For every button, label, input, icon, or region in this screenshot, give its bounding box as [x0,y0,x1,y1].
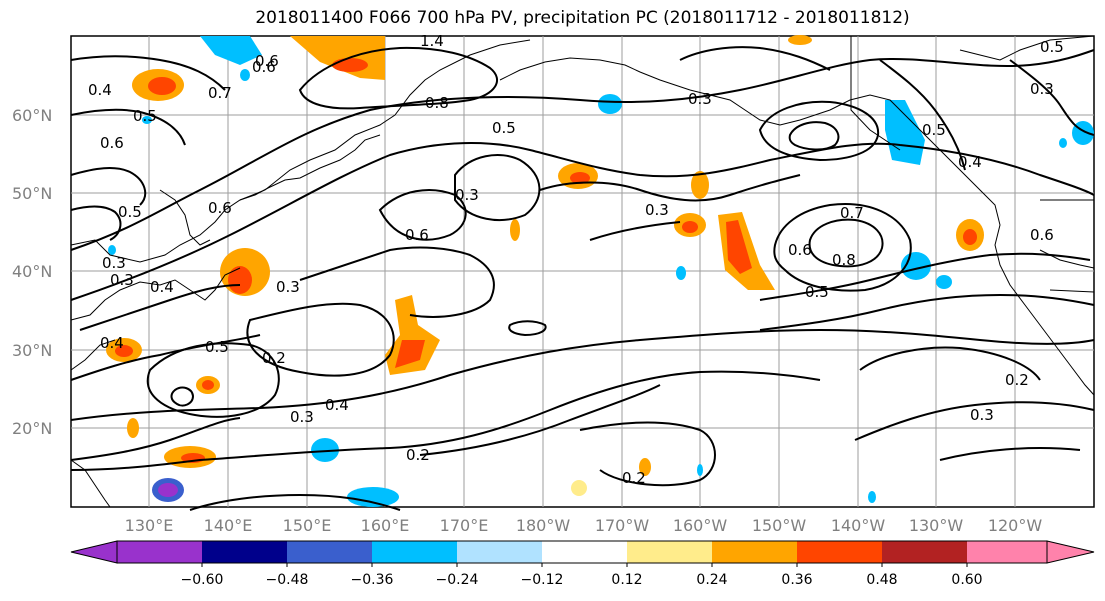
colorbar-swatch [627,541,712,563]
contour-label: 0.6 [100,134,124,152]
lat-label: 30°N [12,341,52,360]
lon-label: 170°E [440,516,489,535]
lon-label: 150°E [283,516,332,535]
pv-contours [70,46,1095,511]
lat-label: 40°N [12,262,52,281]
contour-label: 0.5 [492,119,516,137]
contour-label: 0.3 [102,254,126,272]
colorbar-extend-high [1046,540,1095,564]
contour-label: 0.6 [405,226,429,244]
contour-label: 1.4 [420,32,444,50]
contour-label: 0.5 [805,283,829,301]
contour-label: 0.6 [208,199,232,217]
contour-label: 0.2 [1005,371,1029,389]
lon-label: 130°W [909,516,964,535]
contour-label: 0.7 [208,84,232,102]
colorbar-tick-label: −0.12 [521,572,564,588]
colorbar-tick-label: −0.24 [436,572,479,588]
colorbar-tick-label: 0.48 [866,572,897,588]
contour-label: 0.8 [832,251,856,269]
contour-label: 0.3 [645,201,669,219]
contour-label: 0.5 [205,338,229,356]
colorbar-tick-label: −0.48 [266,572,309,588]
contour-label: 0.3 [455,186,479,204]
colorbar-tick-label: −0.36 [351,572,394,588]
contour-label: 0.4 [88,81,112,99]
contour-label: 0.4 [958,153,982,171]
contour-label: 0.6 [788,241,812,259]
colorbar-swatch [712,541,797,563]
contour-label: 0.5 [133,107,157,125]
lon-label: 120°W [988,516,1043,535]
lon-label: 140°W [831,516,886,535]
contour-label: 0.3 [970,406,994,424]
contour-label: 0.5 [922,121,946,139]
contour-label: 0.5 [1040,38,1064,56]
colorbar-swatch [117,541,202,563]
contour-label: 0.6 [255,52,279,70]
contour-label: 0.3 [276,278,300,296]
contour-label: 0.5 [118,203,142,221]
lat-label: 60°N [12,106,52,125]
lon-label: 150°W [752,516,807,535]
figure-title: 2018011400 F066 700 hPa PV, precipitatio… [255,8,910,28]
lat-label: 20°N [12,419,52,438]
precip-positive-shading [106,35,984,496]
colorbar-tick-label: 0.24 [696,572,727,588]
colorbar-swatch [542,541,627,563]
lat-label: 50°N [12,184,52,203]
colorbar-tick-label: 0.12 [611,572,642,588]
contour-label: 0.6 [252,58,276,76]
colorbar: −0.60 −0.48 −0.36 −0.24 −0.12 0.12 0.24 … [70,540,1095,588]
contour-label: 0.4 [325,396,349,414]
contour-label: 0.7 [840,204,864,222]
contour-label: 0.2 [262,349,286,367]
contour-label: 0.2 [406,446,430,464]
colorbar-swatch [372,541,457,563]
latitude-labels: 60°N 50°N 40°N 30°N 20°N [12,106,52,438]
colorbar-swatch [287,541,372,563]
longitude-labels: 130°E 140°E 150°E 160°E 170°E 180°W 170°… [125,516,1043,535]
colorbar-extend-low [70,540,118,564]
coastlines [70,35,1095,508]
contour-label: 0.3 [1030,80,1054,98]
colorbar-tick-label: 0.60 [951,572,982,588]
contour-label: 0.4 [100,334,124,352]
colorbar-swatch [882,541,967,563]
lon-label: 160°W [673,516,728,535]
contour-label: 0.2 [622,469,646,487]
colorbar-tick-label: −0.60 [181,572,224,588]
colorbar-tick-label: 0.36 [781,572,812,588]
lon-label: 160°E [361,516,410,535]
contour-label: 0.6 [1030,226,1054,244]
colorbar-swatch [967,541,1047,563]
colorbar-swatch [202,541,287,563]
lon-label: 140°E [204,516,253,535]
colorbar-swatch [797,541,882,563]
contour-label: 0.8 [425,94,449,112]
lon-label: 180°W [516,516,571,535]
contour-label: 0.3 [110,271,134,289]
lon-label: 170°W [595,516,650,535]
contour-label: 0.3 [688,90,712,108]
contour-labels: 0.4 0.5 0.6 0.5 0.6 0.7 0.8 0.5 0.3 0.6 … [88,32,1064,487]
lon-label: 130°E [125,516,174,535]
colorbar-swatch [457,541,542,563]
contour-label: 0.4 [150,278,174,296]
contour-label: 0.3 [290,408,314,426]
